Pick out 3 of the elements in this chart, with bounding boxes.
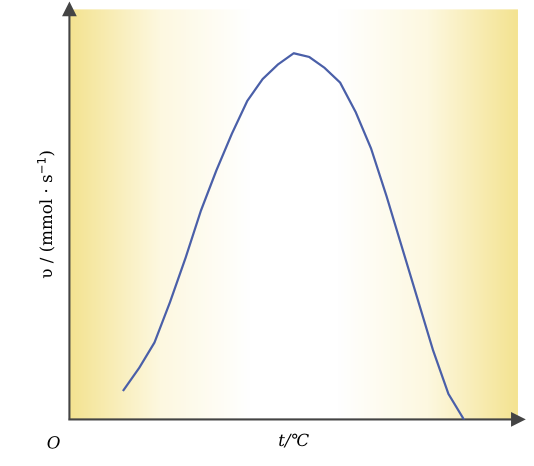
text: O — [48, 436, 60, 449]
y-axis-title: υ / (mmol · s$^{−1}$) — [37, 151, 55, 278]
x-axis-title: t/℃ — [279, 434, 309, 448]
